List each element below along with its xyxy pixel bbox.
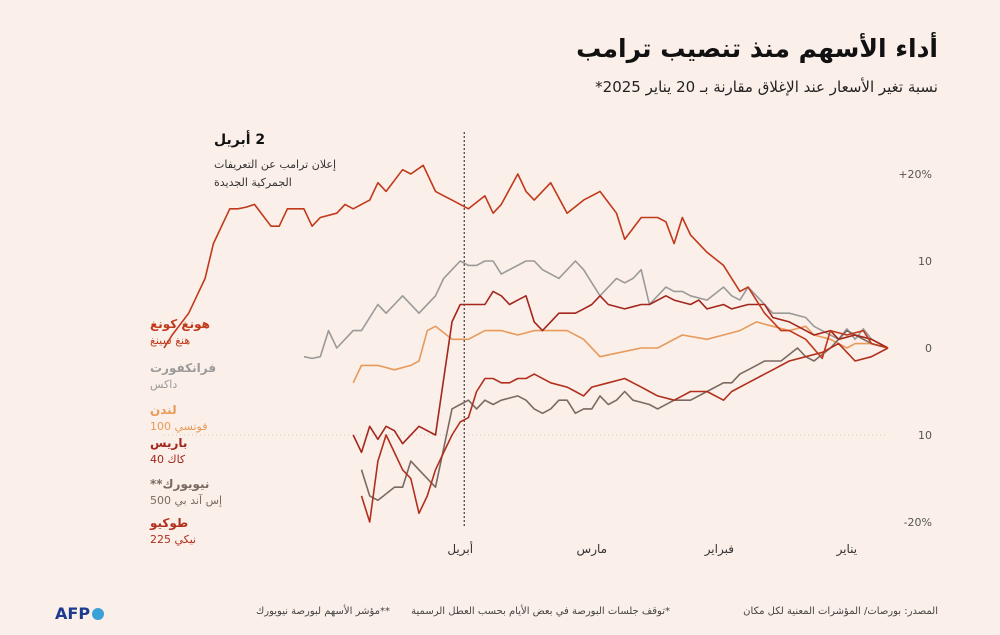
series-sublabel: داكس <box>150 378 177 391</box>
x-tick-label: مارس <box>577 542 608 557</box>
y-tick-label: -20% <box>904 516 932 529</box>
annotation-text-1: إعلان ترامب عن التعريفات <box>214 158 336 171</box>
series-name-label: فرانكفورت <box>150 361 216 376</box>
y-tick-label: 10 <box>918 255 932 268</box>
series-line <box>303 260 889 360</box>
y-tick-label: 0 <box>925 342 932 355</box>
series-name-label: هونغ كونغ <box>150 317 210 332</box>
y-tick-label: 10 <box>918 429 932 442</box>
annotation-text-2: الجمركية الجديدة <box>214 176 292 189</box>
y-tick-label: +20% <box>898 168 932 181</box>
series-sublabel: نيكي 225 <box>150 533 196 546</box>
series-sublabel: فوتسي 100 <box>150 420 207 433</box>
series-line <box>163 164 889 360</box>
series-sublabel: هنغ سينغ <box>150 334 190 347</box>
afp-logo-dot <box>92 608 105 620</box>
x-tick-label: يناير <box>836 542 858 557</box>
series-line <box>360 342 889 523</box>
afp-logo: AFP <box>55 604 105 623</box>
series-line <box>352 321 889 384</box>
chart-subtitle: نسبة تغير الأسعار عند الإغلاق مقارنة بـ … <box>595 78 938 96</box>
chart-title: أداء الأسهم منذ تنصيب ترامب <box>576 34 938 63</box>
x-tick-label: فبراير <box>704 542 734 557</box>
series-name-label: باريس <box>150 436 187 450</box>
x-tick-label: أبريل <box>447 541 473 557</box>
series-name-label: طوكيو <box>149 516 188 531</box>
footer-note-1: *توقف جلسات البورصة في بعض الأيام بحسب ا… <box>411 606 670 617</box>
series-name-label: لندن <box>150 403 177 417</box>
series-line <box>360 329 889 502</box>
series-sublabel: إس آند بي 500 <box>150 493 222 507</box>
footer-source: المصدر: بورصات/ المؤشرات المعنية لكل مكا… <box>743 606 938 617</box>
annotation-date: 2 أبريل <box>214 130 265 148</box>
footer-note-2: **مؤشر الأسهم لبورصة نيويورك <box>256 606 390 617</box>
series-line <box>352 290 889 454</box>
series-name-label: نيويورك** <box>150 477 209 492</box>
series-sublabel: كاك 40 <box>150 453 186 466</box>
